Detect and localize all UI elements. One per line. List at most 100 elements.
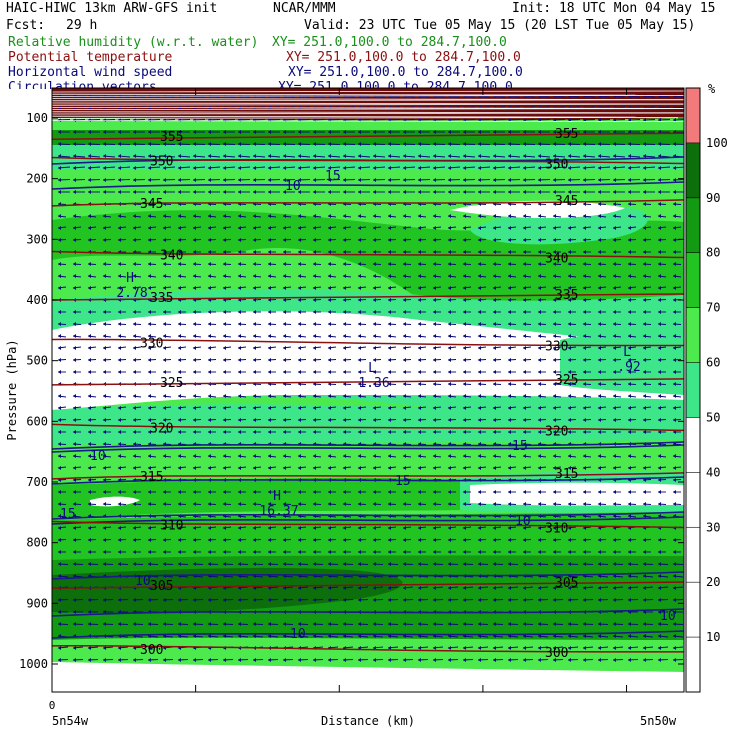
vector-head — [613, 406, 616, 410]
wind-speed-label: 15 — [395, 474, 411, 489]
extremum-value: 2.78 — [116, 286, 147, 301]
vector-head — [493, 502, 496, 506]
vector-head — [313, 238, 316, 242]
vector-head — [388, 562, 391, 566]
wind-speed-label: 10 — [285, 179, 301, 194]
vector-head — [208, 310, 211, 314]
vector-head — [328, 346, 331, 350]
vector-head — [508, 286, 511, 290]
vector-head — [373, 358, 376, 362]
vector-head — [58, 142, 61, 146]
vector-head — [373, 586, 376, 590]
vector-head — [283, 430, 286, 434]
vector-head — [358, 418, 361, 422]
vector-head — [388, 226, 391, 230]
vector-head — [613, 214, 616, 218]
vector-head — [628, 322, 631, 326]
vector-head — [613, 418, 616, 422]
vector-head — [238, 238, 241, 242]
vector-head — [658, 226, 661, 230]
vector-head — [508, 154, 511, 158]
vector-head — [628, 634, 631, 638]
vector-head — [418, 250, 421, 254]
vector-head — [628, 214, 631, 218]
vector-head — [613, 202, 616, 206]
theta-dense-line — [52, 112, 684, 115]
vector-head — [73, 550, 76, 554]
vector-head — [523, 322, 526, 326]
vector-head — [433, 502, 436, 506]
vector-head — [658, 406, 661, 410]
vector-head — [403, 286, 406, 290]
vector-head — [193, 130, 196, 134]
vector-head — [613, 622, 616, 626]
vector-head — [88, 658, 91, 662]
vector-head — [358, 274, 361, 278]
vector-head — [298, 550, 301, 554]
vector-head — [373, 454, 376, 458]
vector-head — [283, 250, 286, 254]
vector-head — [613, 286, 616, 290]
extremum-marker: L — [368, 361, 376, 376]
vector-head — [583, 190, 586, 194]
vector-head — [208, 562, 211, 566]
vector-head — [133, 334, 136, 338]
vector-head — [418, 382, 421, 386]
vector-head — [58, 370, 61, 374]
vector-head — [163, 538, 166, 542]
vector-head — [373, 490, 376, 494]
colorbar-swatch — [686, 472, 700, 528]
vector-head — [493, 370, 496, 374]
vector-head — [493, 274, 496, 278]
vector-head — [643, 310, 646, 314]
vector-head — [493, 226, 496, 230]
vector-head — [193, 634, 196, 638]
vector-head — [553, 310, 556, 314]
vector-head — [643, 298, 646, 302]
vector-head — [418, 346, 421, 350]
vector-head — [628, 514, 631, 518]
extremum-marker: H — [273, 489, 281, 504]
vector-head — [403, 274, 406, 278]
vector-head — [328, 466, 331, 470]
vector-head — [478, 394, 481, 398]
vector-head — [583, 334, 586, 338]
vector-head — [358, 490, 361, 494]
vector-head — [508, 262, 511, 266]
vector-head — [418, 550, 421, 554]
vector-head — [238, 322, 241, 326]
vector-head — [553, 502, 556, 506]
vector-head — [538, 334, 541, 338]
vector-head — [403, 622, 406, 626]
vector-head — [613, 358, 616, 362]
vector-head — [448, 358, 451, 362]
vector-head — [58, 226, 61, 230]
vector-head — [253, 274, 256, 278]
vector-head — [598, 166, 601, 170]
vector-head — [298, 346, 301, 350]
vector-head — [313, 286, 316, 290]
vector-head — [643, 382, 646, 386]
vector-head — [88, 274, 91, 278]
vector-head — [658, 142, 661, 146]
vector-head — [148, 274, 151, 278]
vector-head — [553, 322, 556, 326]
vector-head — [73, 598, 76, 602]
vector-head — [448, 214, 451, 218]
vector-head — [388, 346, 391, 350]
vector-head — [328, 418, 331, 422]
vector-head — [88, 406, 91, 410]
vector-head — [313, 334, 316, 338]
vector-head — [628, 202, 631, 206]
colorbar-swatch — [686, 637, 700, 692]
vector-head — [238, 658, 241, 662]
vector-head — [658, 562, 661, 566]
vector-head — [343, 454, 346, 458]
vector-head — [553, 466, 556, 470]
vector-head — [673, 574, 676, 578]
theta-contour-line — [52, 338, 684, 347]
vector-head — [178, 418, 181, 422]
vector-head — [613, 274, 616, 278]
vector-head — [493, 142, 496, 146]
theta-dense-line — [52, 98, 684, 100]
